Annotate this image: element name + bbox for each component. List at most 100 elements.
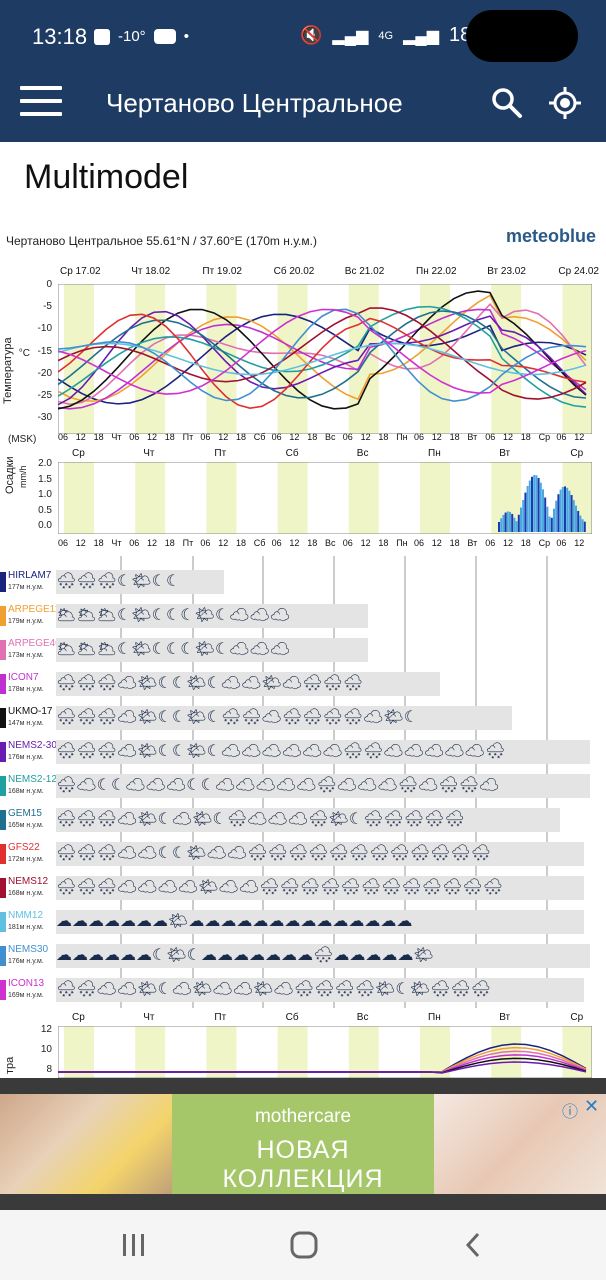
temperature-series-line [58, 294, 587, 402]
search-icon[interactable] [490, 86, 524, 120]
precip-bar [564, 486, 566, 532]
home-icon[interactable] [284, 1228, 324, 1262]
hour-label: 18 [307, 432, 318, 442]
day-label: Вт [499, 448, 511, 459]
multimodel-meteogram[interactable]: Чертаново Центральное 55.61°N / 37.60°E … [0, 222, 606, 1078]
youtube-icon [153, 29, 176, 44]
day-label: Ср [570, 1012, 584, 1023]
bottom-axis-label: тра [4, 1056, 16, 1074]
precip-bar [559, 489, 562, 532]
hour-label: 18 [378, 432, 389, 442]
hour-label: 18 [307, 538, 318, 548]
temperature-series-line [58, 308, 587, 403]
model-row: ARPEGE40 173м н.у.м. 🌥🌥🌥☾🌤☾☾☾🌤☾☁☁☁ [0, 636, 606, 664]
precip-bar [566, 487, 569, 532]
model-name: NEMS2-30 [8, 740, 57, 751]
day-label: Ср [72, 1012, 85, 1023]
camera-cutout [466, 10, 578, 62]
daylight-band [562, 284, 592, 434]
ad-info-icon[interactable]: ⓘ [562, 1104, 579, 1121]
model-color-swatch [0, 980, 6, 1000]
day-label: Вс [356, 1012, 369, 1023]
precip-bar [528, 480, 531, 532]
hour-label: Пн [396, 432, 408, 442]
daylight-band [491, 284, 522, 434]
hour-label: 06 [58, 432, 69, 442]
hamburger-icon[interactable] [20, 86, 62, 118]
weather-icon-strip: 🌥🌥🌥☾🌤☾☾☾🌤☾☁☁☁ [56, 604, 368, 628]
daylight-band [277, 462, 308, 534]
dot-icon: • [183, 28, 189, 45]
day-label: Пт [214, 448, 227, 459]
model-name: HIRLAM7 [8, 570, 52, 581]
hour-label: 12 [431, 432, 442, 442]
y-tick: 0.0 [38, 520, 52, 531]
location-title: Чертаново Центральное [106, 88, 403, 118]
weather-icon-strip: ☁☁☁☁☁☁☾🌤☾☁☁☁☁☁☁☁🌨☁☁☁☁☁🌤 [56, 944, 590, 968]
hour-label: Чт [111, 432, 122, 442]
model-name: ARPEGE40 [8, 638, 61, 649]
hour-label: Вс [325, 432, 336, 442]
hour-label: 06 [485, 432, 496, 442]
locate-icon[interactable] [548, 86, 582, 120]
model-name: ARPEGE11 [8, 604, 61, 615]
ad-close-icon[interactable]: ✕ [584, 1096, 600, 1116]
hour-label: Ср [538, 538, 551, 548]
system-indicators: 🔇 ▂▄▆ 4G ▂▄▆ 18% [300, 24, 510, 47]
daylight-band [277, 1026, 308, 1078]
model-color-swatch [0, 674, 6, 694]
model-color-swatch [0, 878, 6, 898]
hour-label: 06 [271, 538, 282, 548]
model-elevation: 172м н.у.м. [8, 856, 44, 863]
precip-bar [550, 517, 553, 532]
day-label: Ср [72, 448, 85, 459]
precip-bar [579, 515, 582, 532]
precip-bar [583, 521, 586, 532]
precip-bar [553, 508, 555, 532]
hour-label: Ср [538, 432, 551, 442]
back-icon[interactable] [454, 1228, 494, 1262]
hour-label: 12 [360, 538, 371, 548]
hour-label: 18 [520, 432, 531, 442]
hour-label: 18 [164, 432, 175, 442]
hour-label: 18 [93, 538, 104, 548]
precip-bar [555, 500, 558, 532]
model-elevation: 176м н.у.м. [8, 754, 44, 761]
precip-bar [524, 492, 527, 532]
model-elevation: 168м н.у.м. [8, 890, 44, 897]
model-row: ICON7 178м н.у.м. 🌨🌨🌨☁🌤☾☾🌤☾☁☁🌤☁🌨🌨🌨 [0, 670, 606, 698]
ad-banner[interactable]: mothercare НОВАЯ КОЛЛЕКЦИЯ ⓘ ✕ [0, 1078, 606, 1210]
precip-bar [542, 489, 544, 532]
precip-bar [517, 514, 520, 532]
model-row: NEMS2-12 168м н.у.м. 🌨☁☾☾☁☁☁☾☾☁☁☁☁☁🌨☁☁☁🌨☁🌨… [0, 772, 606, 800]
ad-photo-children [0, 1094, 172, 1194]
temperature-series-line [58, 308, 587, 395]
y-tick: 1.0 [38, 489, 52, 500]
ad-creative[interactable]: mothercare НОВАЯ КОЛЛЕКЦИЯ ⓘ ✕ [0, 1094, 606, 1194]
precip-bar [504, 512, 507, 532]
ad-brand: mothercare [254, 1106, 352, 1127]
model-color-swatch [0, 742, 6, 762]
weather-icon-strip: 🌨🌨☁☁🌤☾☁🌤☁☁🌤☁🌨🌨🌨🌨🌤☾🌤🌨🌨🌨 [56, 978, 584, 1002]
hour-label: 06 [200, 432, 211, 442]
hour-label: 12 [503, 538, 514, 548]
model-color-swatch [0, 844, 6, 864]
status-bar: 13:18 -10° • 🔇 ▂▄▆ 4G ▂▄▆ 18% [0, 0, 606, 66]
weather-icon-strip: 🌨🌨🌨☁🌤☾☾🌤☾🌨🌨☁🌨🌨🌨🌨☁🌤☾ [56, 706, 512, 730]
model-name: NEMS2-12 [8, 774, 57, 785]
model-name: NEMS12 [8, 876, 49, 887]
weather-icon-strip: 🌨🌨🌨☾🌤☾☾ [56, 570, 224, 594]
precip-bar [548, 516, 551, 532]
date-label: Ср 17.02 [60, 266, 101, 277]
day-label: Сб [285, 448, 299, 459]
precip-bar [522, 499, 525, 532]
model-color-swatch [0, 912, 6, 932]
recents-icon[interactable] [114, 1228, 154, 1262]
network-type: 4G [378, 29, 394, 42]
model-elevation: 179м н.у.м. [8, 618, 44, 625]
signal-icon: ▂▄▆ [332, 27, 369, 45]
page-title: Multimodel [24, 158, 189, 196]
model-elevation: 165м н.у.м. [8, 822, 44, 829]
hour-label: 06 [485, 538, 496, 548]
model-row: NMM12 181м н.у.м. ☁☁☁☁☁☁☁🌤☁☁☁☁☁☁☁☁☁☁☁☁☁☁ [0, 908, 606, 936]
